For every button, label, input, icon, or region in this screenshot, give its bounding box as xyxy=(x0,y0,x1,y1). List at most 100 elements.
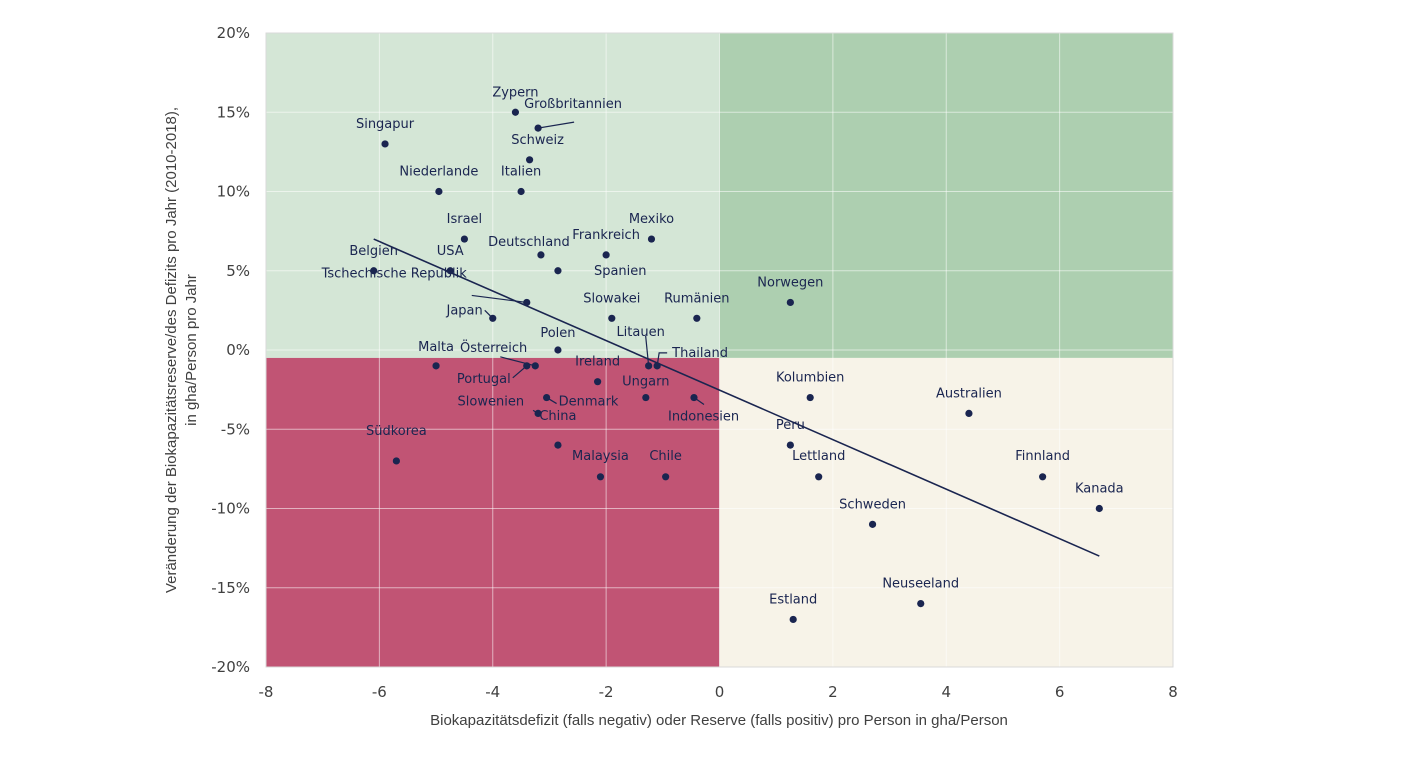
y-tick-label: -5% xyxy=(221,420,250,438)
point-label-österreich: Österreich xyxy=(460,339,527,356)
point-zypern xyxy=(511,108,520,116)
point-thailand xyxy=(653,362,661,370)
x-tick-label: 0 xyxy=(715,683,725,701)
point-label-china: China xyxy=(539,409,576,424)
x-tick-label: -4 xyxy=(485,683,500,701)
point-chile xyxy=(662,473,670,481)
leader-line-großbritannien xyxy=(538,121,575,129)
point-norwegen xyxy=(786,298,794,307)
leader-line-litauen xyxy=(645,335,650,366)
point-schweiz xyxy=(525,156,534,164)
point-belgien xyxy=(370,267,378,275)
point-neuseeland xyxy=(917,600,925,608)
point-spanien xyxy=(554,267,562,275)
point-großbritannien xyxy=(534,124,542,132)
x-tick-label: -6 xyxy=(372,683,387,701)
point-finnland xyxy=(1039,473,1047,481)
y-axis-title-line1: Veränderung der Biokapazitätsreserve/des… xyxy=(163,107,180,593)
point-peru xyxy=(786,441,794,449)
point-label-polen: Polen xyxy=(540,326,575,341)
point-malaysia xyxy=(596,473,605,481)
gridlines xyxy=(265,32,1174,668)
point-label-schweden: Schweden xyxy=(839,497,906,512)
point-label-schweiz: Schweiz xyxy=(511,133,564,148)
plot-border xyxy=(265,32,1174,668)
point-slowenien xyxy=(534,409,542,417)
trendline xyxy=(373,238,1100,557)
point-label-finnland: Finnland xyxy=(1015,449,1070,464)
point-australien xyxy=(965,409,973,417)
point-estland xyxy=(789,615,797,624)
point-label-ungarn: Ungarn xyxy=(622,375,669,390)
point-singapur xyxy=(381,140,389,148)
point-slowakei xyxy=(608,314,616,322)
y-tick-label: 5% xyxy=(226,262,250,280)
point-label-norwegen: Norwegen xyxy=(757,275,823,290)
point-label-portugal: Portugal xyxy=(457,372,511,387)
point-label-italien: Italien xyxy=(501,165,541,180)
point-label-australien: Australien xyxy=(936,386,1002,401)
point-label-israel: Israel xyxy=(447,212,483,227)
point-label-malaysia: Malaysia xyxy=(572,449,629,464)
point-label-usa: USA xyxy=(437,244,464,259)
point-portugal xyxy=(523,362,531,370)
point-label-belgien: Belgien xyxy=(349,244,398,259)
point-label-großbritannien: Großbritannien xyxy=(524,97,622,112)
point-label-lettland: Lettland xyxy=(792,449,845,464)
point-label-kanada: Kanada xyxy=(1075,482,1124,497)
point-label-kolumbien: Kolumbien xyxy=(776,371,844,386)
point-mexiko xyxy=(647,235,656,243)
point-ireland xyxy=(594,378,602,386)
y-tick-label: -10% xyxy=(211,500,250,518)
y-tick-label: 0% xyxy=(226,341,250,359)
point-niederlande xyxy=(435,187,443,196)
point-label-deutschland: Deutschland xyxy=(488,235,570,250)
point-litauen xyxy=(645,362,653,370)
data-points xyxy=(370,108,1103,624)
leader-line-tschechische-republik xyxy=(471,294,527,304)
x-tick-label: 6 xyxy=(1055,683,1065,701)
point-label-niederlande: Niederlande xyxy=(399,165,478,180)
y-tick-label: 20% xyxy=(217,24,250,42)
x-axis-title: Biokapazitätsdefizit (falls negativ) ode… xyxy=(430,712,1008,729)
point-schweden xyxy=(868,520,877,528)
point-label-singapur: Singapur xyxy=(356,117,415,132)
point-denmark xyxy=(543,393,551,402)
y-tick-label: -15% xyxy=(211,579,250,597)
point-südkorea xyxy=(392,457,400,465)
y-tick-label: 15% xyxy=(217,103,250,121)
point-label-rumänien: Rumänien xyxy=(664,291,729,306)
y-tick-label: -20% xyxy=(211,658,250,676)
point-usa xyxy=(446,267,454,275)
x-tick-label: -8 xyxy=(259,683,274,701)
point-malta xyxy=(432,362,440,370)
point-label-peru: Peru xyxy=(776,418,805,433)
x-axis-ticks: -8 -6 -4 -2 0 2 4 6 8 xyxy=(259,683,1178,701)
point-rumänien xyxy=(693,314,701,322)
point-label-neuseeland: Neuseeland xyxy=(882,577,959,592)
point-label-spanien: Spanien xyxy=(594,264,647,279)
leader-line-thailand xyxy=(656,352,668,366)
y-tick-label: 10% xyxy=(217,183,250,201)
point-indonesien xyxy=(690,393,698,402)
point-lettland xyxy=(815,473,823,481)
point-deutschland xyxy=(537,251,545,259)
x-tick-label: 2 xyxy=(828,683,838,701)
point-china xyxy=(554,441,562,449)
x-tick-label: 4 xyxy=(941,683,951,701)
point-label-denmark: Denmark xyxy=(559,395,619,410)
point-label-zypern: Zypern xyxy=(492,85,538,100)
point-tschechische-republik xyxy=(523,298,531,307)
trendline-layer xyxy=(373,238,1100,557)
x-tick-label: 8 xyxy=(1168,683,1178,701)
point-label-slowenien: Slowenien xyxy=(458,394,525,409)
y-axis-title-line2: in gha/Person pro Jahr xyxy=(183,274,200,426)
point-label-litauen: Litauen xyxy=(616,325,664,340)
point-label-slowakei: Slowakei xyxy=(583,291,640,306)
point-label-frankreich: Frankreich xyxy=(572,228,640,243)
point-label-mexiko: Mexiko xyxy=(629,212,674,227)
point-kolumbien xyxy=(806,393,814,402)
point-label-japan: Japan xyxy=(445,303,482,318)
